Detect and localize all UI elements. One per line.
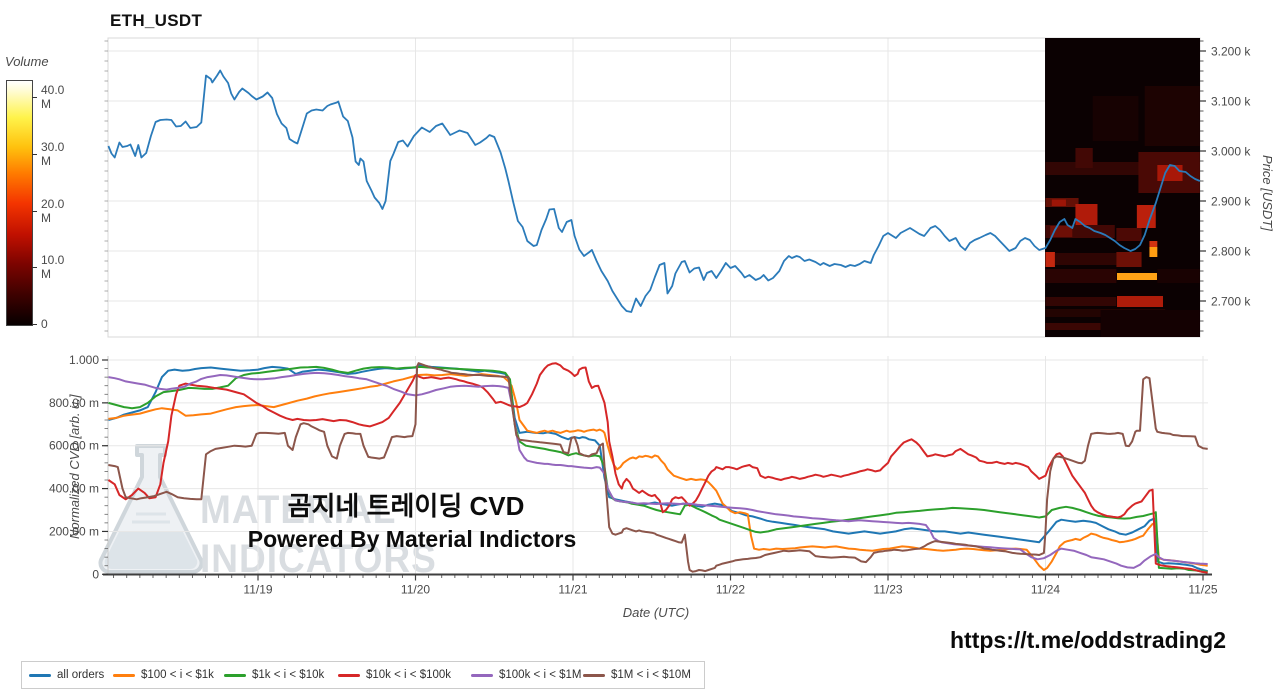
telegram-link-text: https://t.me/oddstrading2 — [950, 627, 1226, 653]
legend-swatch-brown — [583, 673, 605, 677]
legend-item-1k-10k: $1k < i < $10k — [224, 662, 324, 688]
flask-icon — [98, 444, 204, 574]
colorbar-tick — [32, 210, 37, 212]
date-tick-label: 11/19 — [243, 583, 272, 597]
price-tick-label: 2.700 k — [1211, 295, 1251, 309]
date-tick-label: 11/22 — [716, 583, 745, 597]
colorbar-tick-label: 40.0 M — [41, 83, 65, 111]
price-axis: 3.200 k 3.100 k 3.000 k 2.900 k 2.800 k 2.700… — [104, 40, 1251, 332]
legend-label: $100k < i < $1M — [499, 669, 582, 681]
cvd-axis-title: Normalized CVD [arb. u.] — [67, 394, 82, 540]
date-tick-label: 11/23 — [873, 583, 902, 597]
legend-label: all orders — [57, 669, 105, 681]
legend: all orders $100 < i < $1k $1k < i < $10k… — [21, 661, 705, 689]
price-tick-label: 3.200 k — [1211, 45, 1251, 59]
colorbar-tick-label: 20.0 M — [41, 196, 65, 225]
price-tick-label: 2.800 k — [1211, 245, 1251, 259]
colorbar-gradient — [6, 80, 33, 326]
legend-swatch-orange — [113, 673, 135, 677]
price-axis-title: Price [USDT] — [1260, 154, 1275, 231]
legend-swatch-red — [338, 673, 360, 677]
date-tick-label: 11/25 — [1188, 583, 1217, 597]
page-title: ETH_USDT — [110, 11, 203, 30]
legend-label: $1k < i < $10k — [252, 669, 325, 681]
overlay-powered-by: Powered By Material Indictors — [247, 526, 577, 552]
legend-label: $100 < i < $1k — [141, 669, 214, 681]
legend-item-100k-1M: $100k < i < $1M — [471, 662, 581, 688]
cvd-tick-label: 1.000 — [69, 353, 99, 367]
price-tick-label: 2.900 k — [1211, 195, 1251, 209]
volume-heatmap — [1045, 38, 1201, 337]
price-tick-label: 3.000 k — [1211, 145, 1251, 159]
legend-item-10k-100k: $10k < i < $100k — [338, 662, 451, 688]
colorbar-tick-label: 0 — [41, 317, 48, 331]
legend-label: $10k < i < $100k — [366, 669, 452, 681]
colorbar-tick — [32, 267, 37, 269]
date-tick-label: 11/20 — [401, 583, 430, 597]
legend-swatch-green — [224, 673, 246, 677]
legend-item-all-orders: all orders — [29, 662, 104, 688]
legend-label: $1M < i < $10M — [611, 669, 691, 681]
legend-item-1M-10M: $1M < i < $10M — [583, 662, 691, 688]
date-axis-title: Date (UTC) — [622, 605, 690, 620]
overlay-korean-title: 곰지네 트레이딩 CVD — [287, 491, 525, 521]
colorbar-tick — [32, 97, 37, 98]
colorbar-tick-label: 30.0 M — [41, 139, 65, 168]
legend-item-100-1k: $100 < i < $1k — [113, 662, 214, 688]
date-tick-label: 11/24 — [1031, 583, 1060, 597]
price-chart: 3.200 k 3.100 k 3.000 k 2.900 k 2.800 k 2.700… — [104, 37, 1251, 338]
price-line — [107, 69, 1201, 313]
colorbar-tick — [32, 324, 37, 325]
colorbar-tick-label: 10.0 M — [41, 253, 65, 282]
colorbar-title: Volume — [5, 54, 49, 69]
legend-swatch-blue — [29, 673, 51, 677]
colorbar-tick — [32, 153, 37, 155]
date-tick-label: 11/21 — [558, 583, 587, 597]
legend-swatch-purple — [471, 673, 493, 677]
price-tick-label: 3.100 k — [1211, 95, 1251, 109]
